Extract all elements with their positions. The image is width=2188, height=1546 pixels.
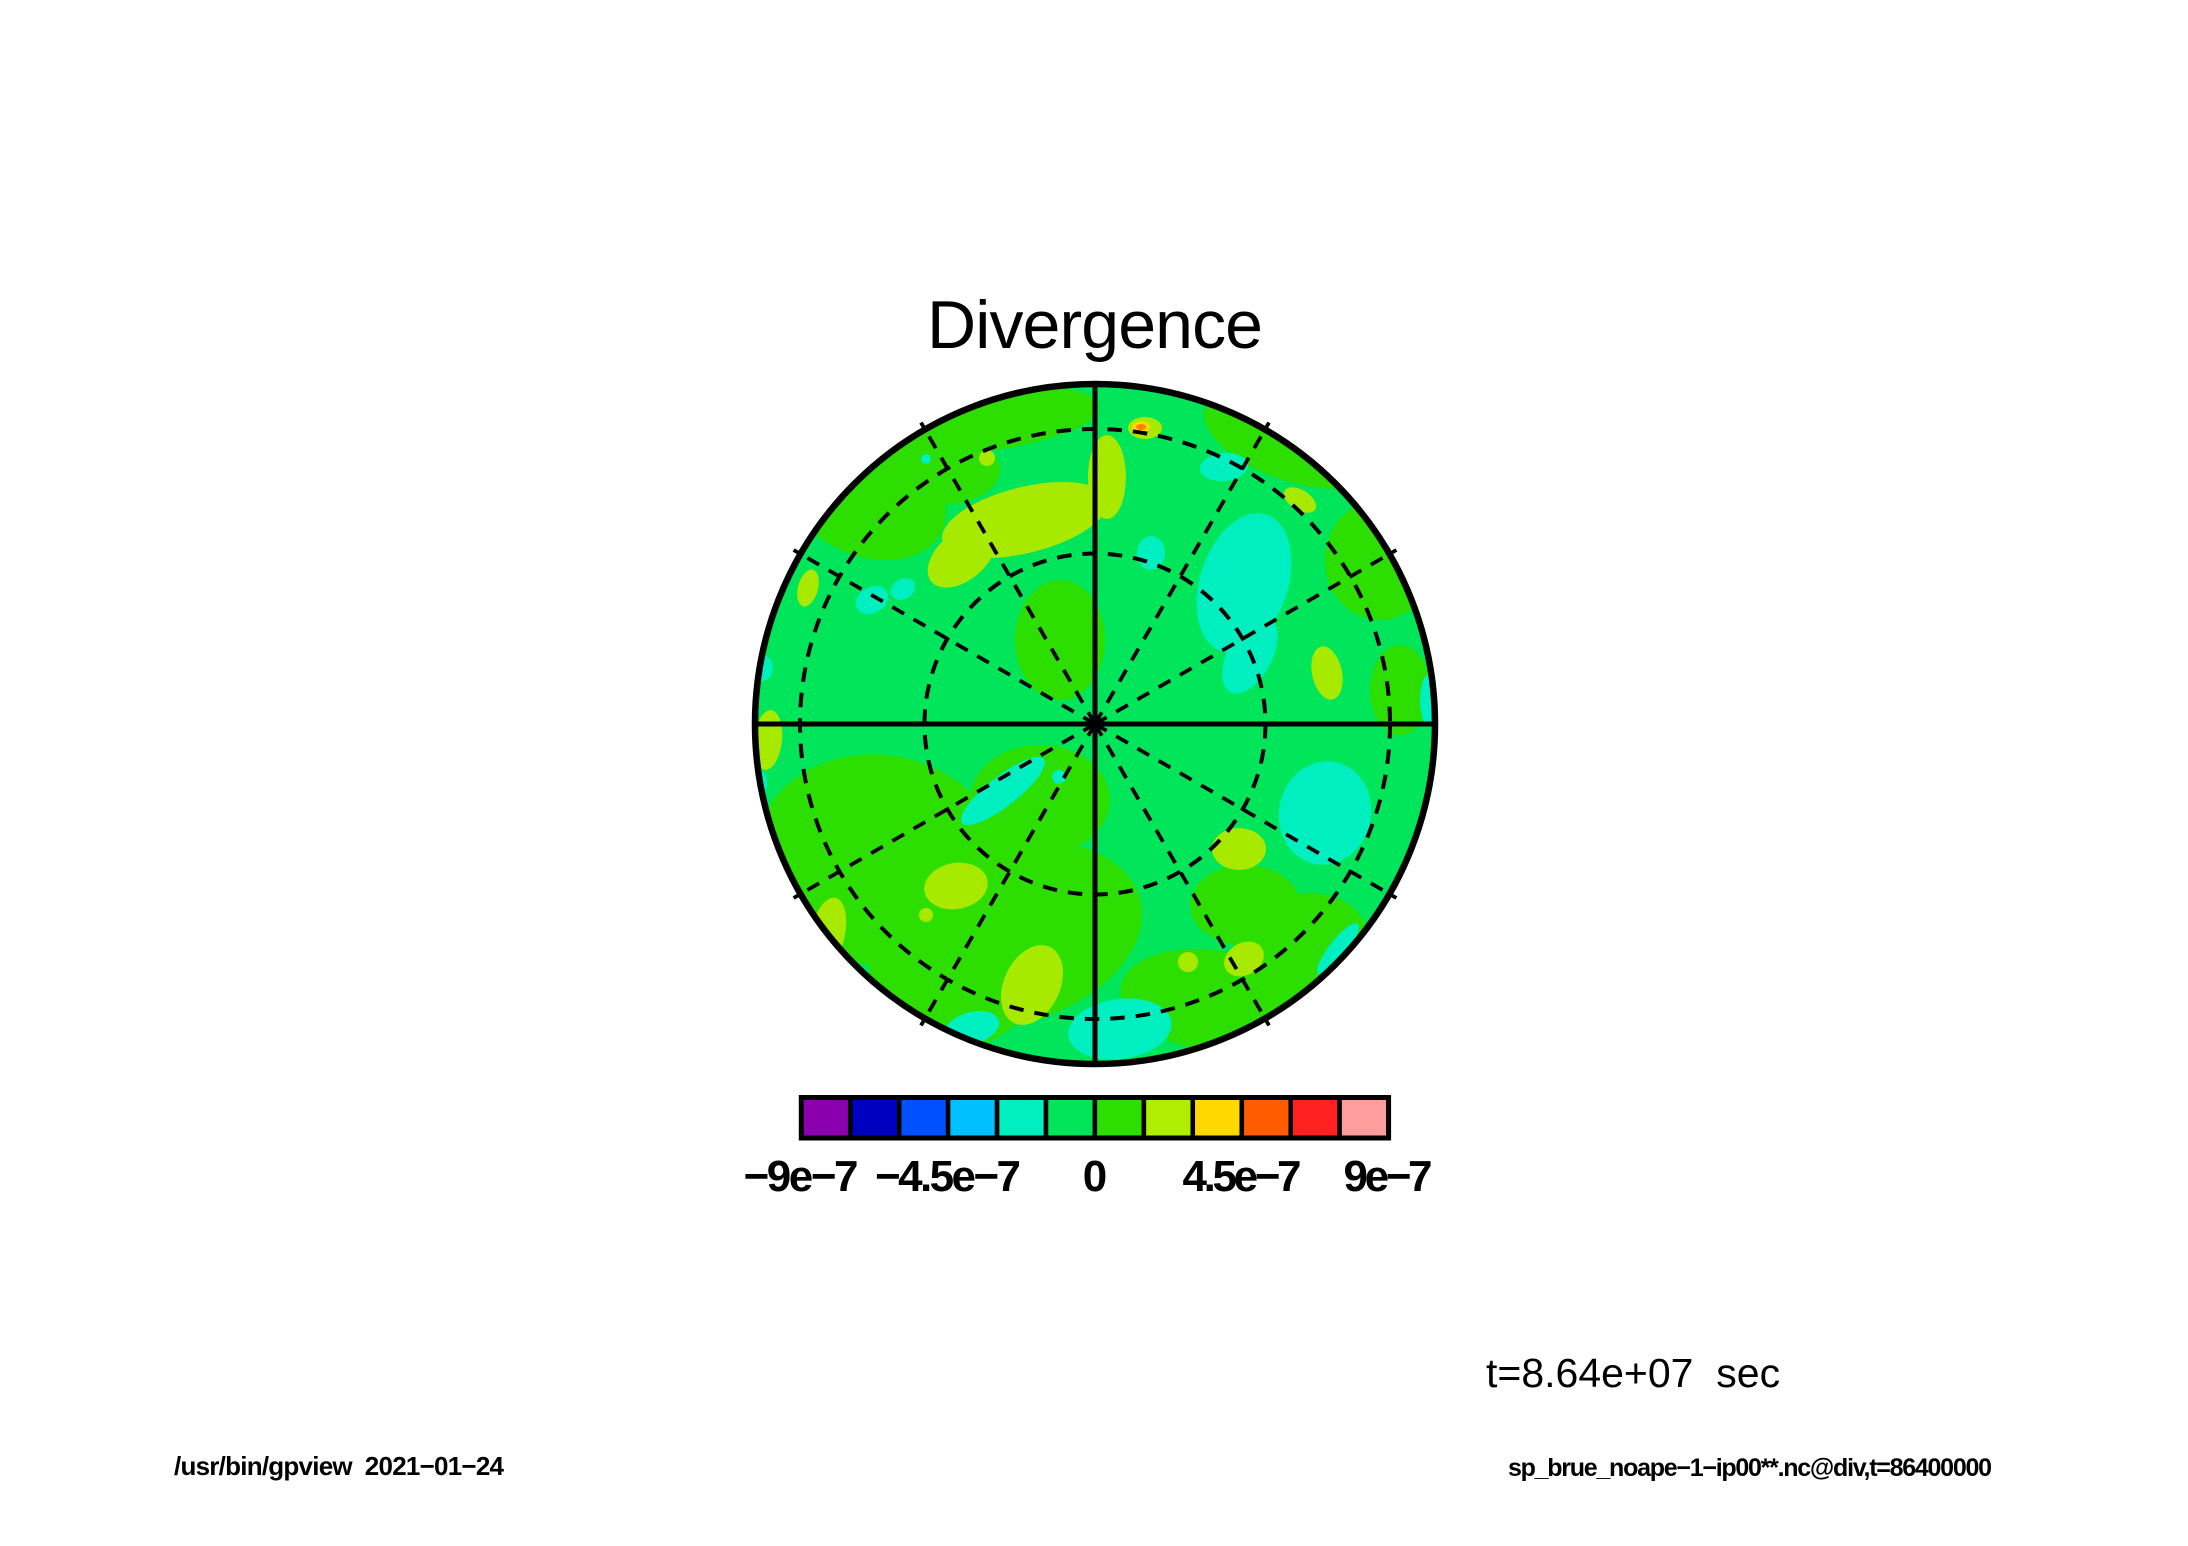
svg-text:t=8.64e+07 sec: t=8.64e+07 sec (1486, 1350, 1780, 1396)
svg-text:−9e−7: −9e−7 (744, 1152, 859, 1201)
svg-text:sp_brue_noape−1−ip00**.nc@div,: sp_brue_noape−1−ip00**.nc@div,t=86400000 (1508, 1454, 1992, 1482)
svg-text:9e−7: 9e−7 (1344, 1152, 1433, 1201)
svg-text:/usr/bin/gpview 2021−01−24: /usr/bin/gpview 2021−01−24 (174, 1451, 505, 1481)
svg-text:0: 0 (1083, 1152, 1107, 1201)
svg-text:4.5e−7: 4.5e−7 (1183, 1152, 1302, 1201)
svg-text:Divergence: Divergence (927, 287, 1263, 363)
svg-text:−4.5e−7: −4.5e−7 (875, 1152, 1021, 1201)
